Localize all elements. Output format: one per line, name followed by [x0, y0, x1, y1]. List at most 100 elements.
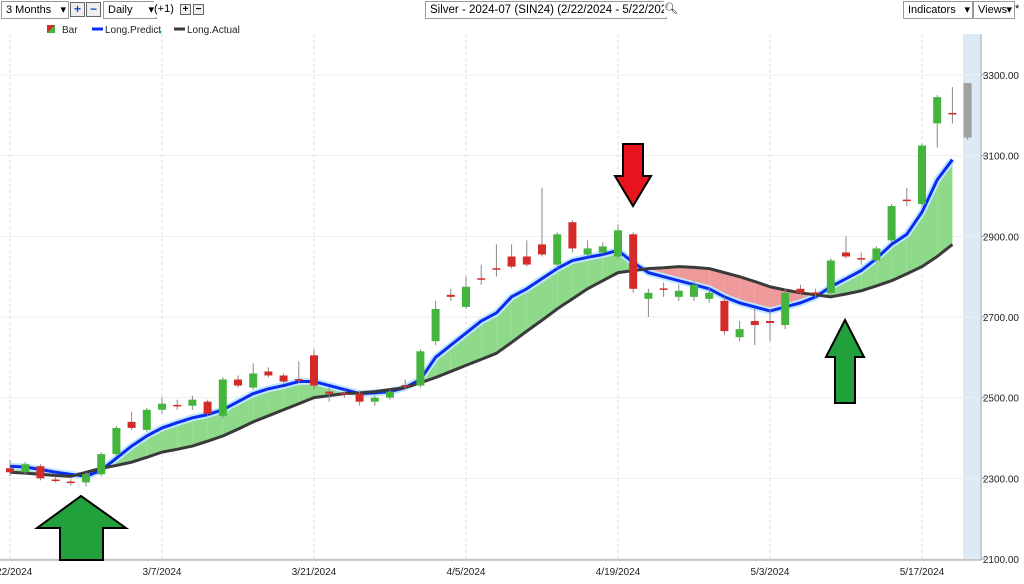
spread-area — [40, 469, 56, 476]
candle-body — [735, 329, 744, 338]
spread-area — [357, 392, 360, 394]
pin[interactable]: * — [1015, 1, 1020, 17]
candle-body — [492, 268, 501, 270]
spread-area — [633, 262, 644, 271]
spread-area — [253, 388, 269, 422]
candle-body — [568, 222, 577, 249]
candle-body — [781, 292, 790, 326]
spread-area — [101, 467, 105, 471]
spread-area — [329, 385, 345, 396]
views-menu[interactable]: Views ▾ — [973, 1, 1015, 19]
spread-area — [678, 266, 694, 285]
spread-area — [131, 435, 147, 463]
interval-select[interactable]: Daily ▾ — [103, 1, 157, 19]
candle-body — [234, 379, 242, 386]
candle-body — [249, 373, 258, 388]
indicators-menu[interactable]: Indicators ▾ — [903, 1, 973, 19]
x-tick-label: 3/21/2024 — [292, 567, 337, 578]
zoom-out[interactable]: − — [86, 2, 101, 17]
candle-body — [796, 288, 805, 293]
spread-area — [511, 288, 527, 343]
y-tick-label: 2700.00 — [983, 313, 1020, 324]
spread-area — [75, 472, 86, 477]
indicators-text: Indicators — [908, 4, 956, 16]
y-tick-label: 2300.00 — [983, 474, 1020, 485]
spread-area — [496, 296, 512, 354]
candle-body — [674, 290, 683, 297]
legend-label: Long.Actual — [187, 25, 240, 36]
search-icon[interactable]: 🔍︎ — [664, 1, 678, 17]
candle-body — [477, 278, 486, 280]
buy-arrow — [824, 317, 866, 404]
legend-dot — [158, 30, 162, 34]
candle-body — [766, 321, 774, 324]
x-tick-label: 4/19/2024 — [596, 567, 641, 578]
spread-area — [207, 409, 223, 442]
series-line — [9, 243, 954, 478]
x-tick-label: 5/3/2024 — [751, 567, 790, 578]
candle-body — [127, 421, 136, 428]
spread-area — [526, 278, 542, 332]
candle-body — [97, 454, 106, 475]
candle-body — [902, 199, 911, 202]
spread-area — [192, 414, 208, 447]
spread-area — [25, 467, 41, 475]
spread-area — [861, 258, 877, 291]
candle-body — [948, 112, 957, 115]
spread-area — [390, 387, 406, 392]
spread-area — [643, 268, 649, 273]
candle-body — [416, 351, 425, 386]
spread-area — [435, 345, 451, 378]
candle-body — [310, 355, 318, 386]
spread-area — [830, 278, 846, 297]
candle-body — [401, 385, 410, 387]
legend-bar-icon — [47, 25, 55, 33]
spread-area — [70, 474, 76, 477]
offset: (+1) — [154, 1, 174, 17]
y-tick-label: 3100.00 — [983, 152, 1020, 163]
spread-area — [846, 270, 862, 295]
spread-area — [86, 468, 102, 477]
x-tick-label: 4/5/2024 — [447, 567, 486, 578]
spread-area — [922, 179, 938, 267]
symbol-title[interactable]: Silver - 2024-07 (SIN24) (2/22/2024 - 5/… — [425, 1, 677, 19]
spread-area — [891, 234, 907, 281]
spread-area — [602, 250, 618, 281]
background — [0, 20, 1024, 584]
candle-body — [720, 300, 729, 332]
candle-body — [872, 248, 881, 261]
candle-body — [462, 286, 470, 307]
buy-arrow — [33, 494, 130, 561]
candle-body — [173, 404, 182, 407]
offset-minus[interactable]: − — [193, 4, 204, 15]
candle-body — [21, 464, 30, 473]
spread-area — [55, 472, 71, 477]
spread-area — [162, 422, 178, 453]
spread-area — [314, 381, 330, 398]
candle-body — [887, 206, 896, 241]
spread-area — [177, 417, 193, 450]
spread-area — [694, 267, 710, 289]
offset-plus[interactable]: + — [180, 4, 191, 15]
spread-area — [238, 393, 254, 430]
range-select[interactable]: 3 Months ▾ — [1, 1, 69, 19]
spread-area — [420, 357, 436, 383]
candle-body — [112, 427, 121, 455]
candle-body — [203, 401, 212, 414]
candle-body — [279, 375, 288, 382]
y-tick-label: 2900.00 — [983, 232, 1020, 243]
y-tick-label: 3300.00 — [983, 71, 1020, 82]
spread-area — [800, 292, 816, 303]
candle-body — [142, 409, 151, 430]
zoom-in[interactable]: + — [70, 2, 85, 17]
candle-body — [614, 230, 622, 257]
spread-area — [146, 427, 162, 458]
spread-area — [709, 268, 725, 297]
spread-area — [557, 260, 573, 309]
candle-body — [386, 391, 394, 398]
spread-area — [116, 446, 132, 466]
candle-body — [325, 391, 334, 394]
spread-area — [906, 212, 922, 274]
